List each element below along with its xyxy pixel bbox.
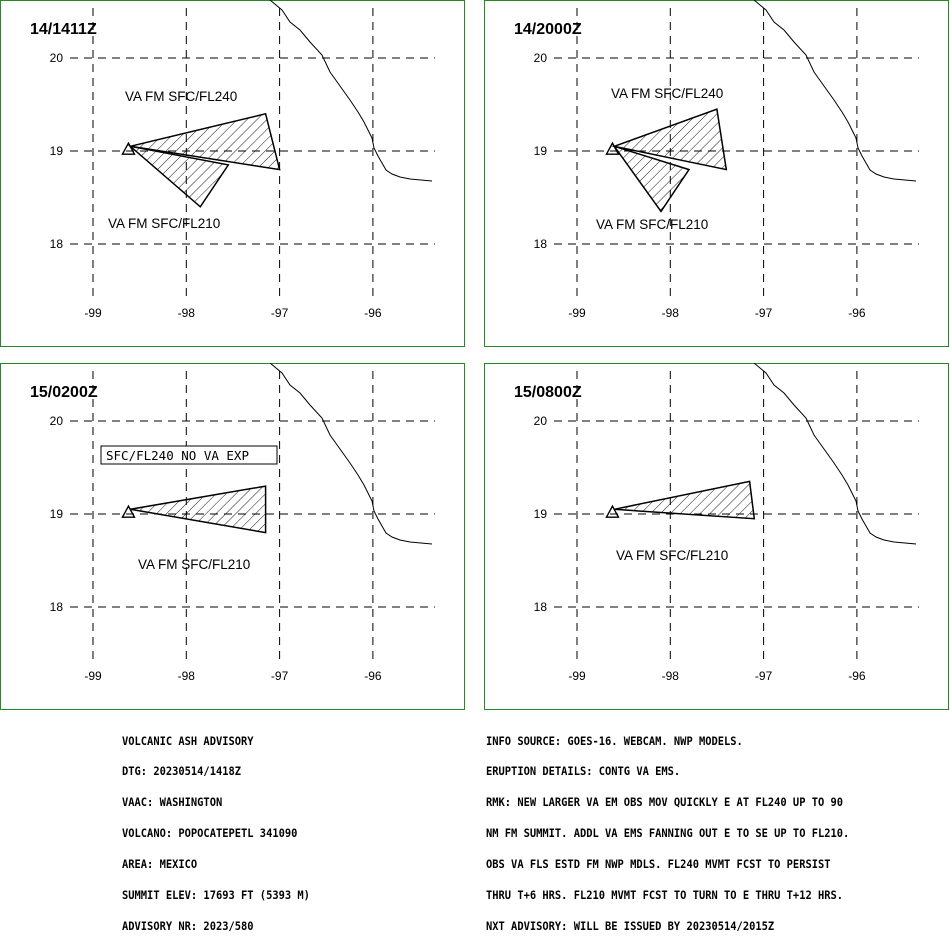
valid-time-label: 14/2000Z (514, 21, 582, 38)
ash-cloud-polygon (612, 144, 691, 213)
latitude-label: 20 (534, 51, 548, 65)
map-svg: 20 19 18 -99 -98 -97 -96 15/0200Z VA FM SFC/FL21… (0, 363, 465, 710)
latitude-label: 19 (50, 507, 64, 521)
latitude-label: 20 (534, 414, 548, 428)
remark-line: OBS VA FLS ESTD FM NWP MDLS. FL240 MVMT … (486, 858, 831, 872)
panel-border (0, 363, 465, 710)
flight-level-label: VA FM SFC/FL210 (616, 548, 728, 563)
forecast-panel: 20 19 18 -99 -98 -97 -96 15/0800Z VA FM SFC/FL21… (484, 363, 949, 710)
longitude-label: -97 (271, 669, 289, 683)
map-svg: 20 19 18 -99 -98 -97 -96 15/0800Z VA FM SFC/FL21… (484, 363, 949, 710)
ash-cloud-polygon (127, 145, 230, 208)
longitude-label: -99 (84, 306, 102, 320)
longitude-label: -98 (662, 306, 680, 320)
no-ash-label: SFC/FL240 NO VA EXP (106, 448, 249, 463)
latitude-label: 18 (50, 237, 64, 251)
longitude-label: -96 (364, 669, 382, 683)
forecast-panel: 20 19 18 -99 -98 -97 -96 14/2000Z VA FM SFC/FL24… (484, 0, 949, 347)
remark-line: NM FM SUMMIT. ADDL VA EMS FANNING OUT E … (486, 827, 850, 841)
valid-time-label: 14/1411Z (30, 21, 97, 38)
ash-cloud-polygon (130, 112, 281, 171)
longitude-label: -96 (364, 306, 382, 320)
longitude-label: -99 (568, 306, 586, 320)
advisory-remarks: INFO SOURCE: GOES-16. WEBCAM. NWP MODELS… (486, 716, 849, 943)
latitude-label: 19 (534, 144, 548, 158)
longitude-label: -99 (84, 669, 102, 683)
volcano-icon (121, 141, 136, 155)
longitude-label: -97 (755, 306, 773, 320)
advisory-header: VOLCANIC ASH ADVISORY DTG: 20230514/1418… (122, 716, 310, 943)
latitude-label: 19 (534, 507, 548, 521)
remark-line: ERUPTION DETAILS: CONTG VA EMS. (486, 765, 681, 779)
coastline (269, 363, 433, 545)
map-svg: 20 19 18 -99 -98 -97 -96 14/2000Z VA FM SFC/FL24… (484, 0, 949, 347)
advisory-line: ADVISORY NR: 2023/580 (122, 919, 254, 933)
advisory-line: SUMMIT ELEV: 17693 FT (5393 M) (122, 889, 310, 903)
advisory-line: VOLCANO: POPOCATEPETL 341090 (122, 827, 298, 841)
volcano-icon (605, 504, 620, 518)
ash-cloud-polygon (611, 108, 728, 171)
flight-level-label: VA FM SFC/FL240 (611, 86, 723, 101)
latitude-label: 20 (50, 414, 64, 428)
panel-border (484, 0, 949, 347)
volcano-icon (121, 504, 136, 518)
remark-line: INFO SOURCE: GOES-16. WEBCAM. NWP MODELS… (486, 734, 743, 748)
no-ash-box (100, 445, 278, 465)
coastline (269, 0, 433, 182)
latitude-label: 20 (50, 51, 64, 65)
longitude-label: -98 (662, 669, 680, 683)
coastline (753, 0, 917, 182)
latitude-label: 18 (50, 600, 64, 614)
coastline (753, 363, 917, 545)
remark-line: RMK: NEW LARGER VA EM OBS MOV QUICKLY E … (486, 796, 844, 810)
longitude-label: -96 (848, 306, 866, 320)
advisory-line: DTG: 20230514/1418Z (122, 765, 242, 779)
panel-border (0, 0, 465, 347)
longitude-label: -99 (568, 669, 586, 683)
map-svg: 20 19 18 -99 -98 -97 -96 14/1411Z VA FM SFC/FL24… (0, 0, 465, 347)
volcano-icon (605, 141, 620, 155)
latitude-label: 18 (534, 237, 548, 251)
forecast-panel: 20 19 18 -99 -98 -97 -96 14/1411Z VA FM SFC/FL24… (0, 0, 465, 347)
valid-time-label: 15/0200Z (30, 384, 98, 401)
remark-line: NXT ADVISORY: WILL BE ISSUED BY 20230514… (486, 919, 775, 933)
longitude-label: -98 (178, 669, 196, 683)
valid-time-label: 15/0800Z (514, 384, 582, 401)
ash-cloud-polygon (130, 485, 267, 534)
remark-line: THRU T+6 HRS. FL210 MVMT FCST TO TURN TO… (486, 889, 844, 903)
latitude-label: 18 (534, 600, 548, 614)
advisory-line: VAAC: WASHINGTON (122, 796, 223, 810)
flight-level-label: VA FM SFC/FL210 (596, 217, 708, 232)
flight-level-label: VA FM SFC/FL210 (138, 557, 250, 572)
ash-cloud-polygon (614, 480, 756, 520)
latitude-label: 19 (50, 144, 64, 158)
flight-level-label: VA FM SFC/FL240 (125, 89, 237, 104)
longitude-label: -97 (755, 669, 773, 683)
longitude-label: -96 (848, 669, 866, 683)
forecast-panel: 20 19 18 -99 -98 -97 -96 15/0200Z VA FM SFC/FL21… (0, 363, 465, 710)
flight-level-label: VA FM SFC/FL210 (108, 216, 220, 231)
advisory-line: AREA: MEXICO (122, 858, 198, 872)
longitude-label: -97 (271, 306, 289, 320)
panel-border (484, 363, 949, 710)
advisory-line: VOLCANIC ASH ADVISORY (122, 734, 254, 748)
longitude-label: -98 (178, 306, 196, 320)
